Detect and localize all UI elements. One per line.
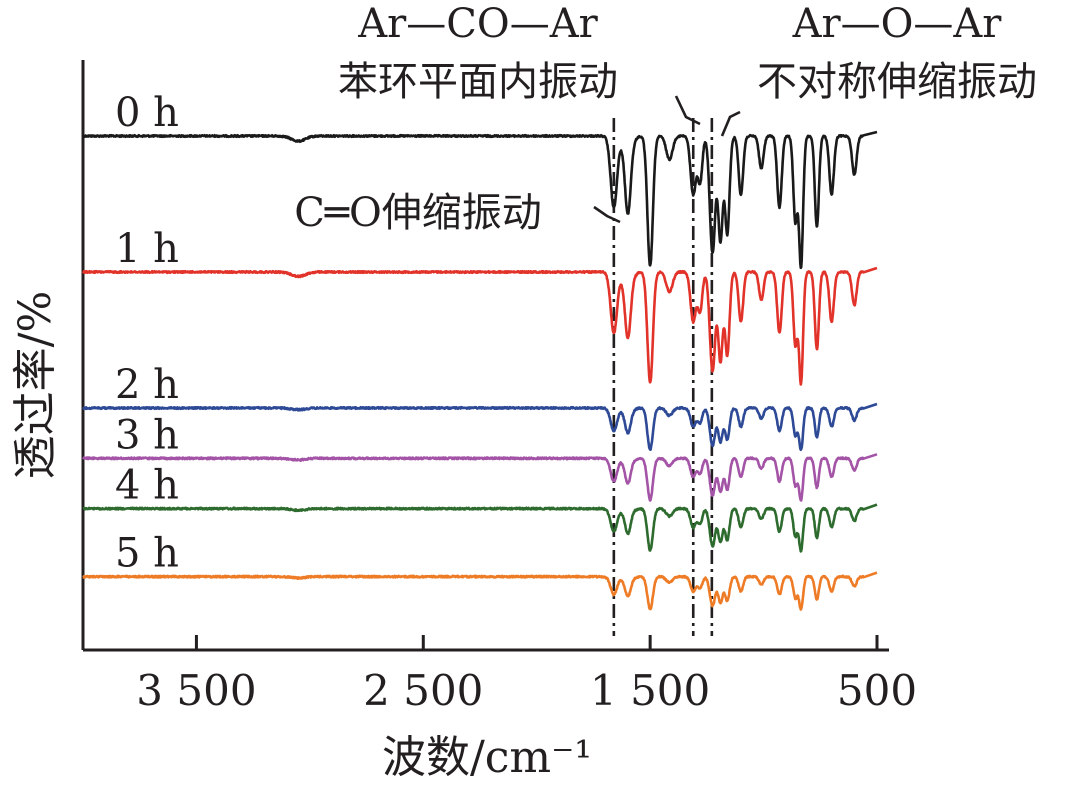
- series-line: [82, 402, 878, 452]
- y-axis-label: 透过率/%: [10, 291, 61, 480]
- x-tick-label: 2 500: [363, 666, 483, 715]
- series-label: 2 h: [115, 362, 179, 408]
- series-label: 3 h: [115, 412, 179, 458]
- annotation-aroar-desc: 不对称伸缩振动: [757, 59, 1037, 105]
- leader-arcoar: [674, 95, 701, 126]
- x-ticks: 3 500 2 500 1 500 500: [136, 635, 917, 715]
- series-label: 5 h: [115, 531, 179, 577]
- series-label: 4 h: [115, 463, 179, 509]
- annotations: Ar—CO—Ar 苯环平面内振动 Ar—O—Ar 不对称伸缩振动 C═O伸缩振动: [294, 1, 1037, 236]
- x-axis-label: 波数/cm⁻¹: [382, 732, 592, 783]
- x-tick-label: 1 500: [590, 666, 710, 715]
- series-group: [81, 130, 878, 611]
- series-label: 1 h: [115, 226, 179, 272]
- axes: [81, 60, 889, 652]
- x-tick-label: 3 500: [136, 666, 256, 715]
- reference-lines: [612, 118, 714, 636]
- annotation-co-desc: C═O伸缩振动: [294, 190, 541, 236]
- series-line: [81, 266, 878, 386]
- x-tick-label: 500: [837, 666, 917, 715]
- annotation-aroar-formula: Ar—O—Ar: [792, 1, 1003, 47]
- series-line: [82, 503, 878, 553]
- leader-co: [593, 205, 621, 224]
- series-line: [82, 571, 878, 611]
- series-label: 0 h: [115, 90, 179, 136]
- leader-aroar: [720, 110, 741, 137]
- series-line: [82, 453, 878, 502]
- annotation-arcoar-formula: Ar—CO—Ar: [357, 1, 598, 47]
- annotation-arcoar-desc: 苯环平面内振动: [338, 59, 618, 105]
- series-line: [82, 130, 878, 270]
- series-labels: 0 h 1 h 2 h3 h 4 h 5 h: [115, 90, 179, 577]
